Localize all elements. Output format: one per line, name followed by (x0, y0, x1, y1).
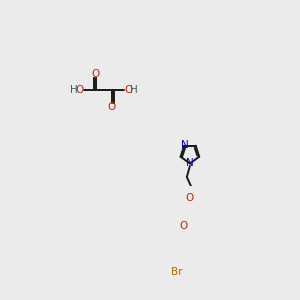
Text: N: N (181, 140, 189, 150)
Text: O: O (186, 193, 194, 203)
Text: O: O (75, 85, 83, 95)
Text: O: O (108, 102, 116, 112)
Text: H: H (70, 85, 78, 95)
Text: O: O (124, 85, 133, 95)
Text: H: H (130, 85, 138, 95)
Text: O: O (92, 69, 100, 79)
Text: N: N (186, 158, 194, 169)
Text: O: O (180, 221, 188, 231)
Text: Br: Br (171, 267, 182, 277)
